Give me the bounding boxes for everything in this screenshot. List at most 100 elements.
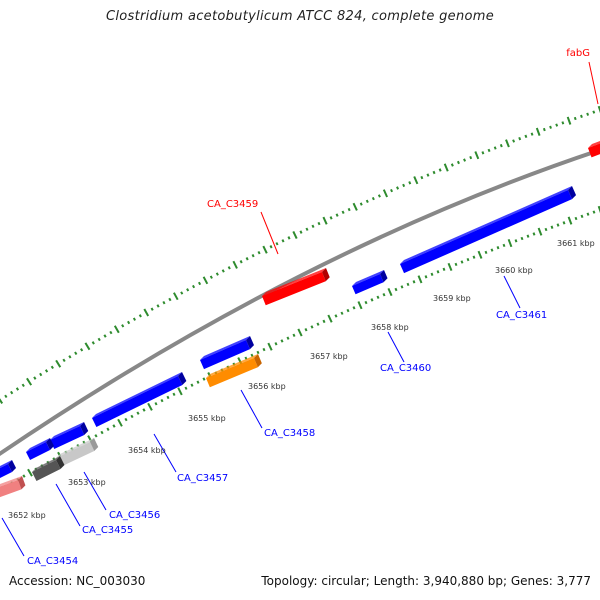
outer-tick	[463, 158, 467, 162]
outer-tick	[555, 123, 559, 127]
outer-tick	[62, 358, 66, 363]
inner-tick	[382, 292, 386, 297]
inner-tick	[357, 301, 363, 310]
gene-labels: fabG CA_C3459 CA_C3461 CA_C3460 CA_C3458 CA_C…	[27, 48, 590, 567]
inner-tick	[532, 232, 536, 236]
outer-tick	[438, 168, 442, 172]
leader-line	[260, 211, 279, 255]
outer-tick	[221, 269, 225, 273]
genome-backbone	[0, 148, 600, 457]
outer-tick	[377, 194, 381, 198]
outer-tick	[535, 127, 541, 136]
outer-tick	[432, 170, 436, 175]
leader-line	[387, 331, 405, 363]
outer-tick	[426, 173, 430, 177]
inner-tick	[567, 216, 573, 225]
inner-tick	[436, 270, 440, 274]
leader-line	[503, 275, 521, 309]
outer-tick	[505, 139, 510, 148]
outer-tick	[597, 105, 600, 114]
gene-label-ca-c3454: CA_C3454	[27, 556, 78, 567]
inner-tick	[160, 398, 164, 403]
outer-tick	[542, 127, 546, 132]
inner-tick	[472, 255, 476, 259]
outer-tick	[481, 151, 485, 155]
inner-tick	[526, 234, 530, 238]
outer-tick	[0, 398, 4, 404]
inner-tick	[177, 387, 183, 396]
outer-tick	[198, 281, 202, 286]
outer-tick	[530, 132, 534, 136]
outer-tick	[39, 372, 43, 377]
outer-tick	[317, 221, 321, 226]
inner-tick	[340, 311, 344, 315]
outer-tick	[4, 394, 8, 399]
kbp-labels: 3652 kbp 3653 kbp 3654 kbp 3655 kbp 3656 kbp…	[8, 239, 595, 520]
inner-tick	[250, 353, 254, 358]
outer-tick	[487, 148, 491, 153]
outer-tick	[44, 369, 49, 373]
outer-tick	[26, 377, 33, 386]
gene-label-fabg: fabG	[566, 48, 590, 59]
outer-tick	[227, 266, 231, 270]
kbp-tick-label: 3653 kbp	[68, 478, 106, 487]
outer-tick	[573, 116, 577, 121]
gene-block-ca-c3455-a	[26, 438, 55, 461]
outer-tick	[352, 202, 358, 211]
inner-tick	[556, 223, 560, 227]
kbp-tick-label: 3655 kbp	[188, 414, 226, 423]
inner-tick	[124, 417, 128, 422]
inner-tick	[130, 414, 134, 419]
outer-tick	[162, 300, 166, 305]
gene-blocks	[0, 141, 600, 498]
inner-tick	[490, 248, 494, 252]
outer-tick	[305, 227, 309, 231]
outer-tick	[109, 330, 113, 335]
gene-label-ca-c3459: CA_C3459	[207, 199, 258, 210]
outer-tick	[215, 272, 219, 276]
outer-tick	[566, 116, 572, 125]
inner-tick	[334, 314, 338, 318]
outer-tick	[68, 355, 72, 359]
inner-tick	[190, 383, 194, 387]
outer-tick	[382, 189, 389, 198]
outer-tick	[21, 383, 25, 388]
outer-tick	[281, 239, 285, 243]
inner-tick	[100, 430, 104, 435]
inner-tick	[574, 216, 578, 221]
inner-tick	[580, 214, 584, 219]
outer-tick	[262, 245, 268, 254]
outer-tick	[10, 390, 14, 395]
inner-tick	[364, 300, 368, 305]
inner-tick	[586, 212, 590, 216]
inner-tick	[286, 336, 290, 340]
outer-tick	[561, 121, 565, 125]
outer-tick	[192, 284, 196, 289]
outer-tick	[311, 224, 315, 229]
inner-tick	[412, 280, 416, 284]
outer-tick	[74, 351, 78, 356]
inner-tick	[147, 402, 153, 411]
outer-tick	[469, 155, 473, 160]
outer-tick	[150, 307, 154, 311]
outer-tick	[232, 260, 238, 269]
outer-tick	[347, 207, 351, 212]
outer-tick	[390, 188, 394, 193]
gene-label-ca-c3458: CA_C3458	[264, 428, 315, 439]
topology-text: Topology: circular; Length: 3,940,880 bp…	[261, 574, 591, 588]
inner-tick	[112, 424, 116, 428]
outer-tick	[580, 114, 583, 119]
gene-block-fabg	[588, 141, 600, 158]
outer-tick	[245, 257, 249, 261]
kbp-tick-label: 3652 kbp	[8, 511, 46, 520]
inner-tick	[430, 272, 434, 276]
gene-label-ca-c3457: CA_C3457	[177, 473, 228, 484]
outer-tick	[287, 236, 291, 240]
inner-tick	[27, 468, 33, 477]
gene-block-ca-c3456	[56, 438, 99, 468]
outer-tick	[269, 245, 273, 249]
outer-tick	[408, 181, 412, 185]
inner-tick	[496, 246, 500, 250]
outer-tick	[499, 143, 503, 148]
